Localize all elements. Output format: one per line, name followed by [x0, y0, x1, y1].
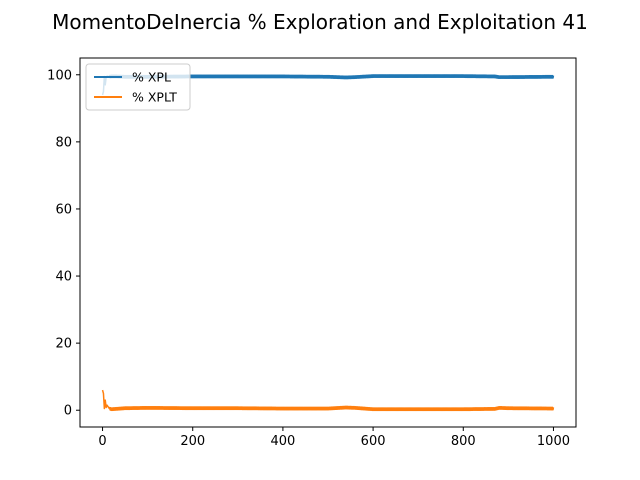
series-line-2 [101, 389, 555, 412]
x-tick-label: 1000 [537, 434, 570, 449]
y-tick-label: 40 [55, 270, 72, 285]
x-tick-label: 400 [270, 434, 295, 449]
x-tick-label: 200 [180, 434, 205, 449]
series-layer [101, 74, 555, 412]
plot-area-frame [79, 57, 577, 428]
chart-title: MomentoDeInercia % Exploration and Explo… [52, 10, 588, 34]
y-tick-label: 60 [55, 202, 72, 217]
legend-label: % XPL [132, 70, 171, 85]
x-tick-label: 0 [98, 434, 106, 449]
legend-label: % XPLT [132, 90, 177, 105]
x-tick-label: 600 [361, 434, 386, 449]
y-tick-label: 100 [47, 68, 72, 83]
legend: % XPL % XPLT [85, 63, 191, 111]
x-axis: 0 200 400 600 800 1000 [98, 427, 570, 449]
x-tick-label: 800 [451, 434, 476, 449]
y-tick-label: 20 [55, 337, 72, 352]
y-tick-label: 80 [55, 135, 72, 150]
legend-box [85, 63, 191, 111]
y-axis: 0 20 40 60 80 100 [47, 68, 80, 419]
y-tick-label: 0 [64, 404, 72, 419]
